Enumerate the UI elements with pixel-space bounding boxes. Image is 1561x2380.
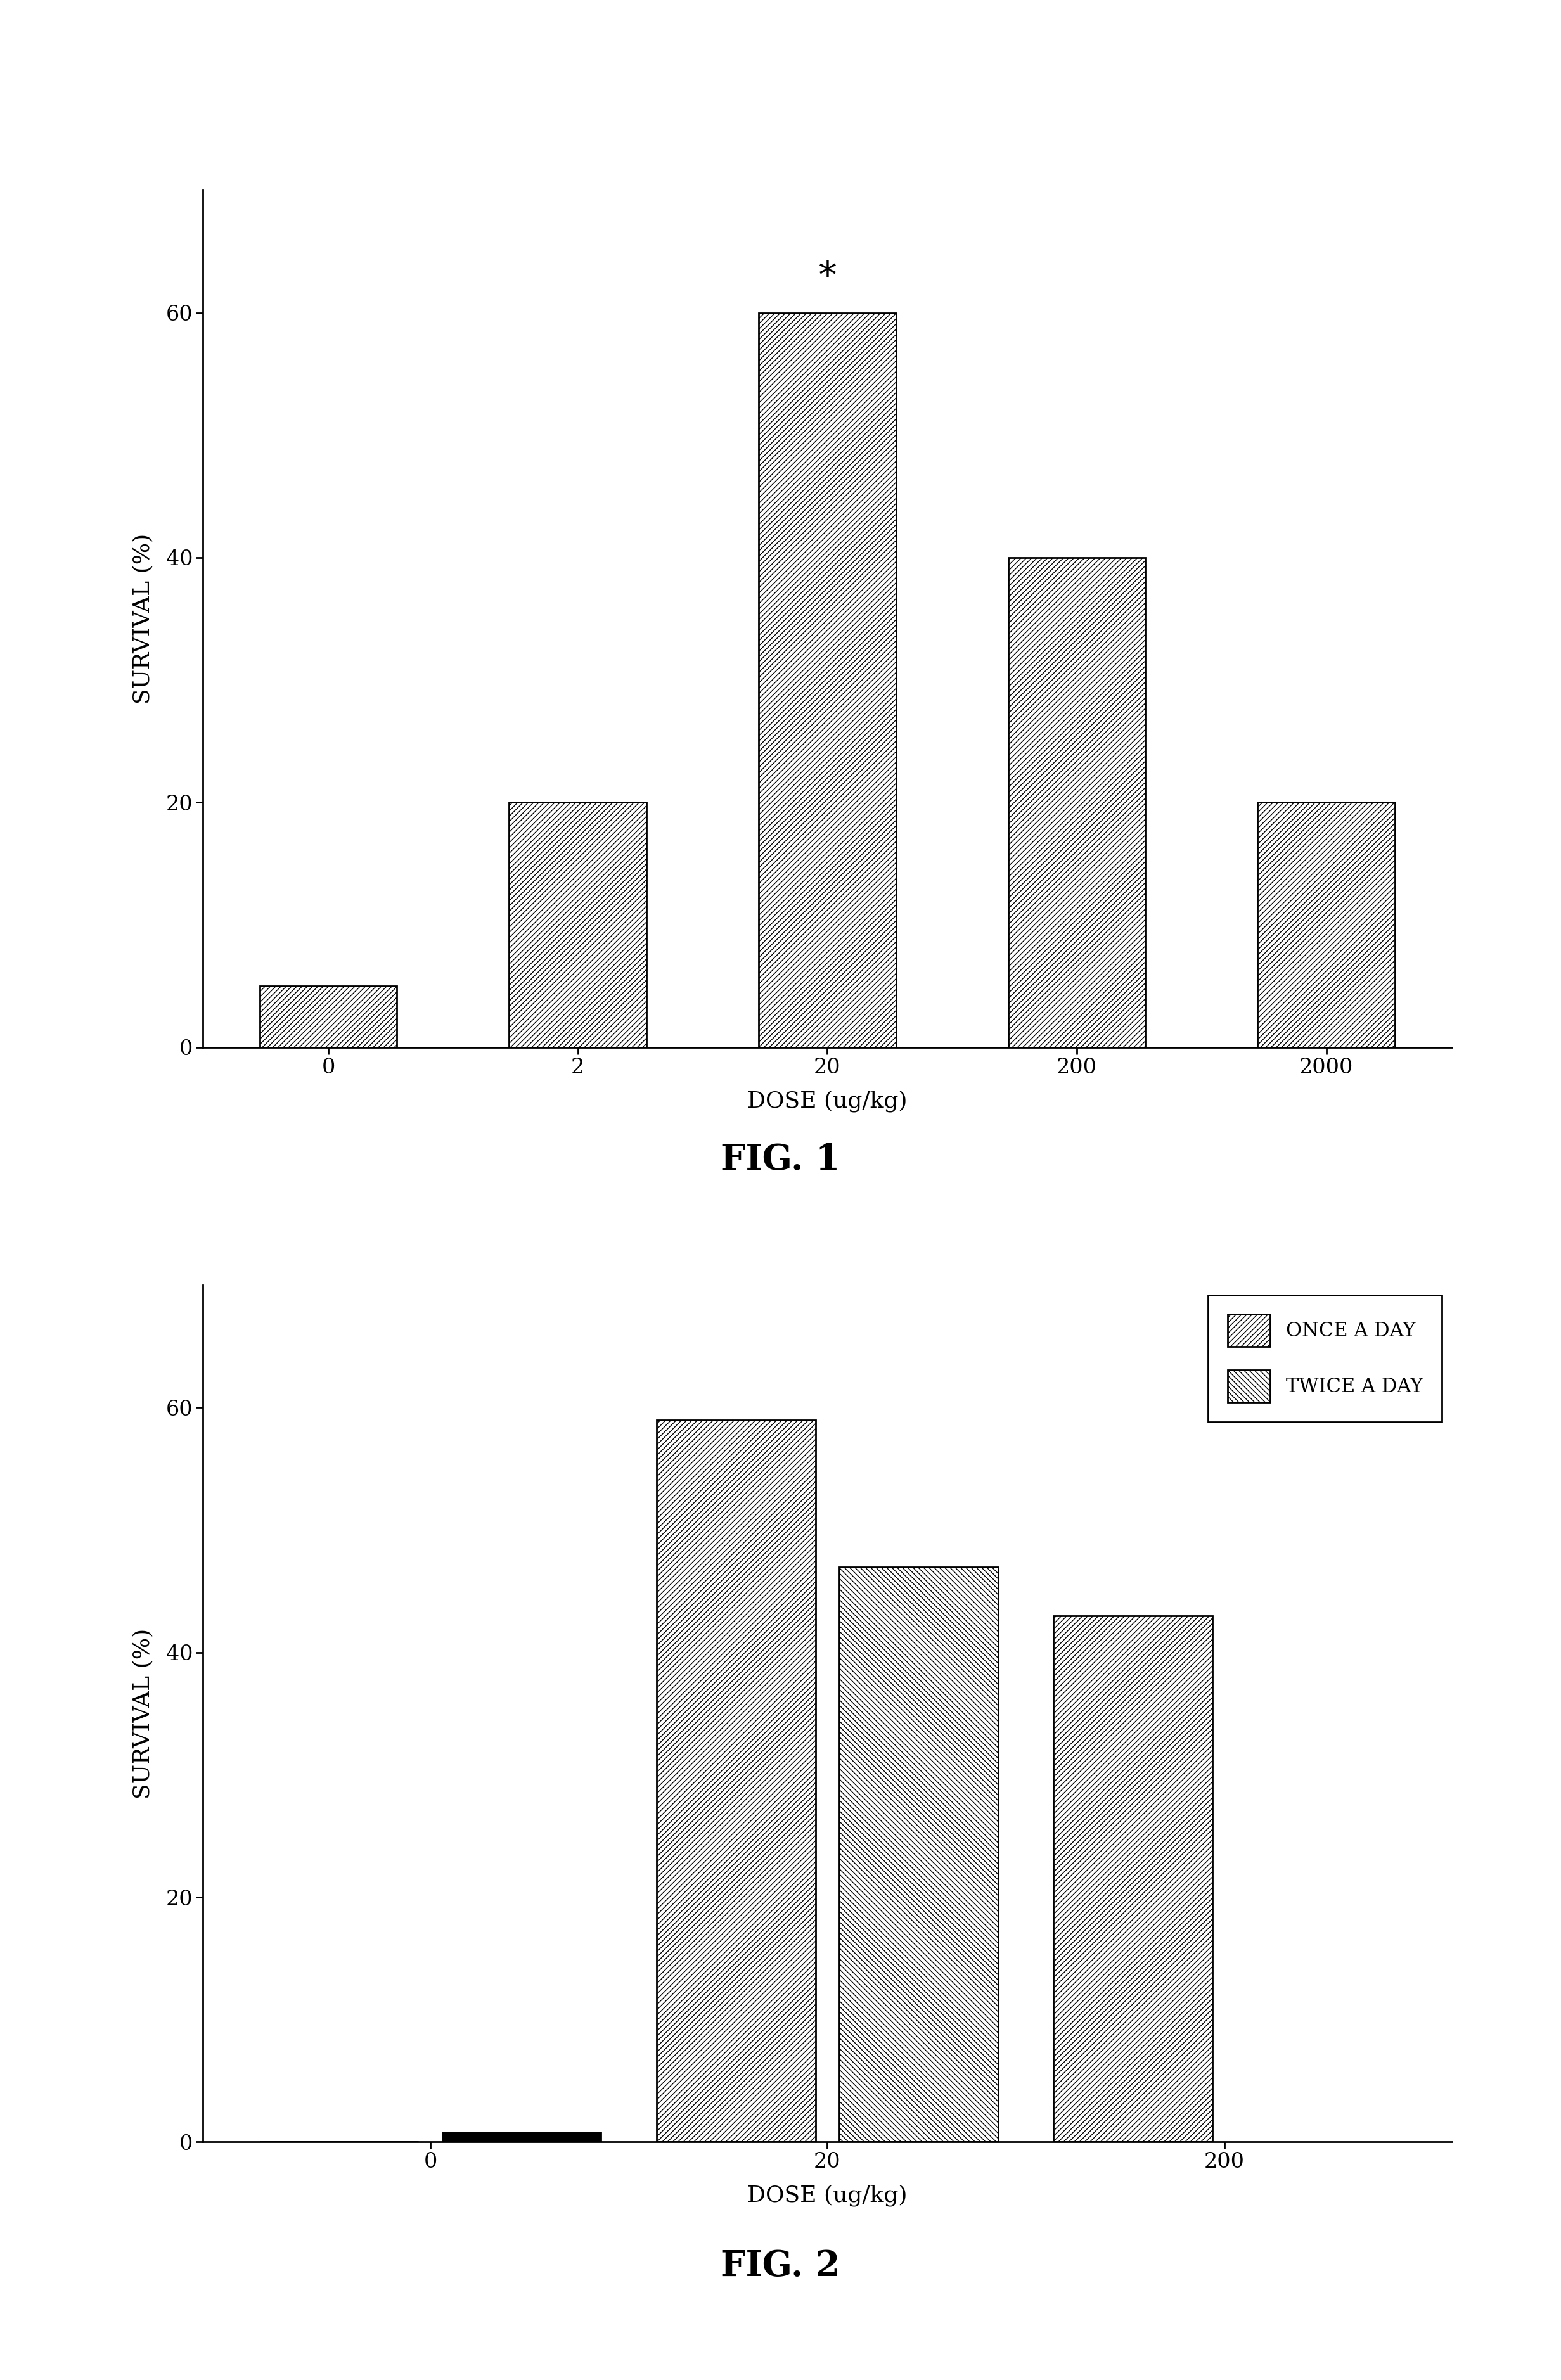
Text: FIG. 1: FIG. 1 — [721, 1142, 840, 1178]
Bar — [259, 985, 396, 1047]
Bar — [657, 1421, 815, 2142]
Text: *: * — [818, 259, 837, 295]
Y-axis label: SURVIVAL (%): SURVIVAL (%) — [133, 533, 153, 704]
Bar — [1008, 557, 1146, 1047]
Bar — [1258, 802, 1396, 1047]
Bar — [442, 2132, 601, 2142]
Bar — [759, 312, 896, 1047]
Y-axis label: SURVIVAL (%): SURVIVAL (%) — [133, 1628, 153, 1799]
Text: FIG. 2: FIG. 2 — [721, 2249, 840, 2285]
X-axis label: DOSE (ug/kg): DOSE (ug/kg) — [748, 1090, 907, 1111]
X-axis label: DOSE (ug/kg): DOSE (ug/kg) — [748, 2185, 907, 2206]
Bar — [509, 802, 646, 1047]
Bar — [840, 1566, 997, 2142]
Bar — [1054, 1616, 1213, 2142]
Legend: ONCE A DAY, TWICE A DAY: ONCE A DAY, TWICE A DAY — [1208, 1295, 1442, 1421]
